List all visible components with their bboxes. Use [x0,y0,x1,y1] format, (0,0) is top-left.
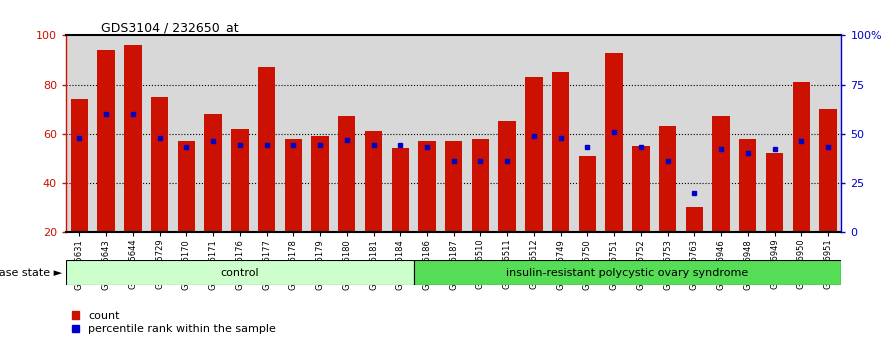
Bar [178,141,195,232]
Bar [685,207,703,232]
Bar [707,35,735,232]
Bar [525,77,543,232]
Bar [766,153,783,232]
Bar [819,109,837,232]
Bar [124,45,142,232]
Bar [146,35,173,232]
Text: disease state ►: disease state ► [0,268,62,278]
Bar [659,126,677,232]
Bar [311,136,329,232]
Bar [440,35,467,232]
Bar [413,260,841,285]
Bar [258,67,275,232]
Bar [120,35,146,232]
Bar [365,131,382,232]
Bar [633,146,649,232]
Bar [253,35,280,232]
Bar [655,35,681,232]
Bar [66,260,413,285]
Bar [173,35,200,232]
Bar [445,141,463,232]
Bar [627,35,655,232]
Text: control: control [220,268,259,278]
Bar [793,82,810,232]
Text: GDS3104 / 232650_at: GDS3104 / 232650_at [101,21,239,34]
Bar [93,35,120,232]
Bar [471,138,489,232]
Bar [467,35,494,232]
Legend: count, percentile rank within the sample: count, percentile rank within the sample [71,311,276,334]
Bar [574,35,601,232]
Bar [761,35,788,232]
Bar [333,35,360,232]
Bar [391,148,409,232]
Bar [579,156,596,232]
Bar [204,114,222,232]
Bar [151,97,168,232]
Bar [418,141,436,232]
Bar [739,138,757,232]
Bar [521,35,547,232]
Bar [200,35,226,232]
Bar [552,72,569,232]
Text: insulin-resistant polycystic ovary syndrome: insulin-resistant polycystic ovary syndr… [507,268,749,278]
Bar [713,116,729,232]
Bar [601,35,627,232]
Bar [226,35,253,232]
Bar [66,35,93,232]
Bar [70,99,88,232]
Bar [499,121,516,232]
Bar [494,35,521,232]
Bar [788,35,815,232]
Bar [285,138,302,232]
Bar [338,116,355,232]
Bar [98,50,115,232]
Bar [413,35,440,232]
Bar [360,35,387,232]
Bar [280,35,307,232]
Bar [605,53,623,232]
Bar [547,35,574,232]
Bar [387,35,413,232]
Bar [735,35,761,232]
Bar [231,129,248,232]
Bar [681,35,707,232]
Bar [815,35,841,232]
Bar [307,35,333,232]
